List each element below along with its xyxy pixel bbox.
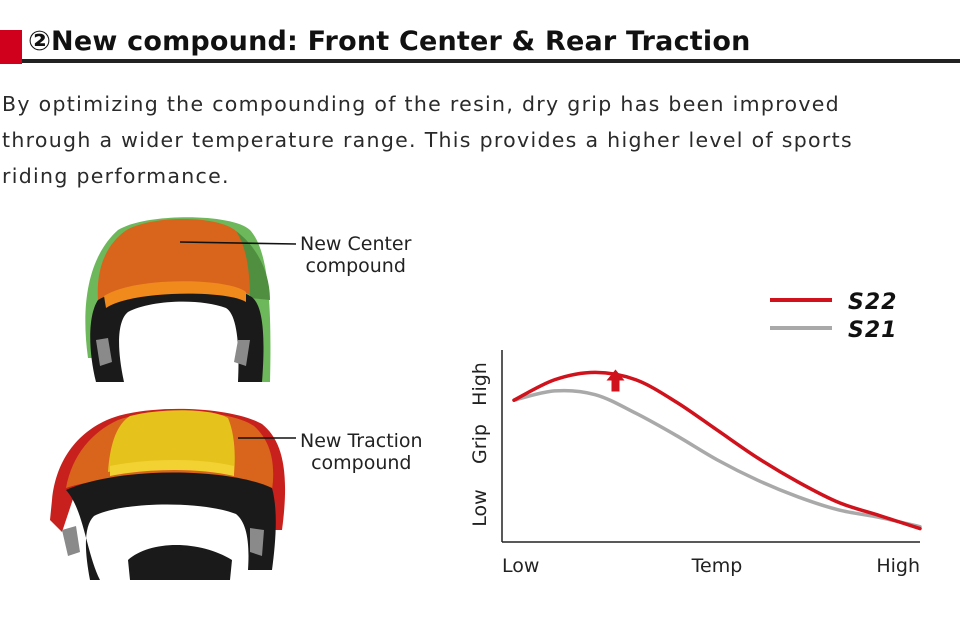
x-tick-label: High [876, 555, 920, 577]
front-tyre-bead-right [234, 340, 250, 366]
section-title: ②New compound: Front Center & Rear Tract… [28, 26, 751, 57]
front-tyre-carcass [90, 285, 264, 382]
x-tick-label: Low [502, 555, 539, 577]
front-tyre-center-compound [97, 219, 251, 300]
chart-series [512, 369, 922, 531]
y-tick-label: Low [469, 489, 491, 526]
rear-tyre-bead-right [250, 528, 264, 556]
callout-new-center-compound: New Center compound [300, 233, 411, 277]
y-tick-label: High [469, 362, 491, 406]
series-line-s21 [512, 388, 922, 529]
heading-underline [22, 59, 960, 63]
legend-label-s22: S22 [848, 290, 897, 315]
callout-line: compound [305, 255, 406, 277]
callout-new-traction-compound: New Traction compound [300, 430, 423, 474]
legend-label-s21: S21 [848, 318, 897, 343]
series-line-s22 [512, 370, 922, 531]
intro-paragraph: By optimizing the compounding of the res… [2, 86, 942, 194]
x-axis-title: Temp [691, 555, 743, 577]
rear-tyre-center-compound [108, 410, 235, 474]
front-tyre-image [85, 217, 297, 382]
intro-line: through a wider temperature range. This … [2, 128, 853, 152]
improvement-arrow-icon [606, 369, 625, 392]
rear-tyre-image [50, 408, 296, 580]
front-tyre-inner-band [104, 281, 246, 308]
front-tyre-bead-left [96, 338, 112, 366]
callout-line: compound [311, 452, 412, 474]
rear-tyre-carcass [66, 472, 276, 580]
y-axis-title: Grip [469, 424, 491, 464]
section-heading: ②New compound: Front Center & Rear Tract… [0, 22, 960, 66]
intro-line: By optimizing the compounding of the res… [2, 92, 840, 116]
intro-line: riding performance. [2, 164, 230, 188]
rear-tyre-inner-band [110, 460, 234, 476]
heading-marker [0, 30, 22, 64]
callout-line: New Center [300, 233, 412, 255]
chart-axes [501, 350, 920, 543]
front-tyre-right-shade [236, 231, 270, 300]
callout-line: New Traction [300, 430, 423, 452]
chart-labels: Low Temp High Low Grip High [469, 362, 920, 577]
rear-tyre-bead-left [62, 526, 80, 556]
